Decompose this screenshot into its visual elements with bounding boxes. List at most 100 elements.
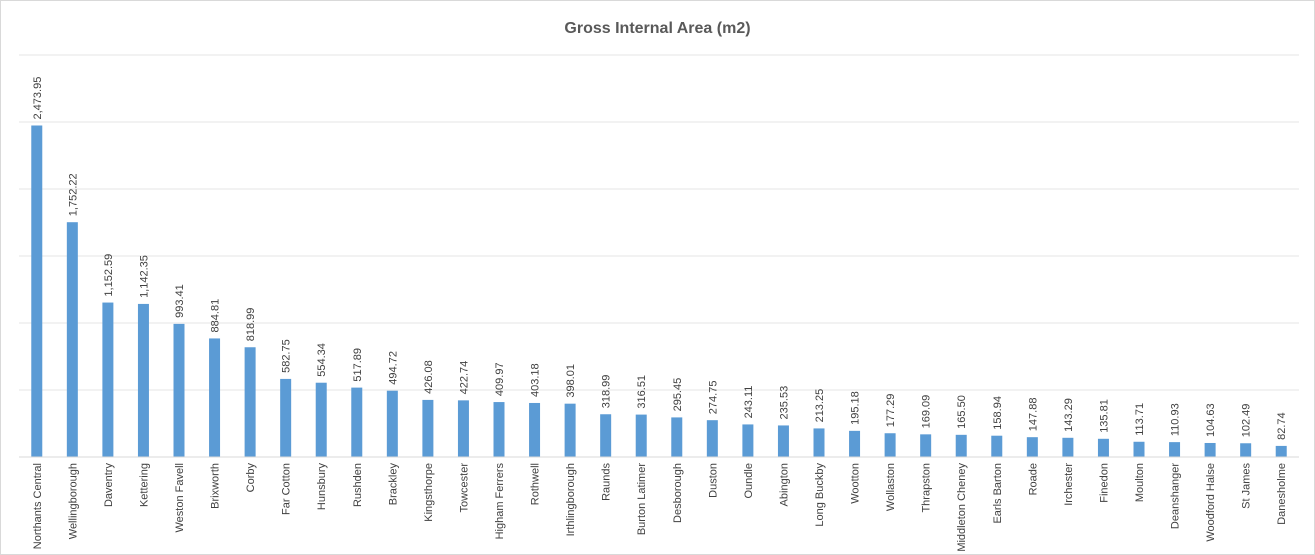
bar (493, 402, 505, 457)
category-label: Finedon (1098, 463, 1110, 503)
data-label: 177.29 (885, 394, 897, 428)
category-label: Brixworth (210, 463, 222, 509)
category-label: Oundle (743, 463, 755, 498)
data-label: 884.81 (210, 299, 222, 333)
data-label: 143.29 (1063, 398, 1075, 432)
data-label: 818.99 (245, 308, 257, 342)
category-label: Burton Latimer (636, 463, 648, 535)
data-label: 82.74 (1276, 412, 1288, 440)
bar (920, 434, 932, 457)
data-label: 235.53 (778, 386, 790, 420)
gridlines (19, 54, 1299, 391)
category-label: Rothwell (530, 463, 542, 505)
data-label: 169.09 (921, 395, 933, 429)
category-label: Weston Favell (174, 463, 186, 533)
bar (742, 424, 754, 457)
data-label: 102.49 (1241, 404, 1253, 438)
data-label: 316.51 (636, 375, 648, 409)
data-label: 1,152.59 (103, 254, 115, 297)
bar (31, 125, 43, 458)
bar (884, 433, 896, 457)
data-label: 110.93 (1170, 403, 1182, 436)
data-labels: 2,473.95 1,752.22 1,152.59 1,142.35 993.41 88… (32, 77, 1288, 440)
bar (991, 435, 1003, 457)
category-label: Desborough (672, 463, 684, 523)
bar (1169, 442, 1181, 457)
category-label: Kingsthorpe (423, 463, 435, 522)
data-label: 147.88 (1027, 398, 1039, 432)
category-label: Kettering (138, 463, 150, 507)
category-label: Roade (1027, 463, 1039, 495)
category-label: Thrapston (921, 463, 933, 513)
bar (1240, 443, 1252, 457)
bar (102, 302, 114, 457)
data-label: 582.75 (281, 339, 293, 373)
category-label: Towcester (458, 463, 470, 513)
data-label: 1,142.35 (138, 255, 150, 298)
bar (564, 403, 576, 457)
bar (777, 425, 789, 457)
category-label: Long Buckby (814, 463, 826, 527)
bar (600, 414, 612, 457)
bar (66, 222, 78, 457)
data-label: 295.45 (672, 378, 684, 412)
bar (244, 347, 256, 457)
bar (1026, 437, 1038, 457)
bar (706, 420, 718, 457)
data-label: 104.63 (1205, 403, 1217, 437)
category-label: Danesholme (1276, 463, 1288, 525)
category-label: Woodford Halse (1205, 463, 1217, 542)
bar (1097, 438, 1109, 457)
category-labels: Northants Central Wellingborough Daventry K… (32, 463, 1288, 552)
data-label: 243.11 (743, 386, 755, 419)
bar (422, 399, 434, 457)
category-label: St James (1241, 463, 1253, 509)
data-label: 426.08 (423, 360, 435, 394)
data-label: 318.99 (601, 375, 613, 409)
bar (1275, 445, 1287, 457)
data-label: 409.97 (494, 362, 506, 396)
bar (173, 323, 185, 457)
category-label: Corby (245, 463, 257, 493)
bar (529, 402, 541, 457)
bar (351, 387, 363, 457)
data-label: 213.25 (814, 389, 826, 423)
category-label: Daventry (103, 463, 115, 508)
data-label: 195.18 (850, 391, 862, 425)
bars (31, 125, 1287, 458)
category-label: Abington (778, 463, 790, 506)
category-label: Wollaston (885, 463, 897, 511)
category-label: Middleton Cheney (956, 463, 968, 552)
data-label: 1,752.22 (67, 173, 79, 216)
data-label: 403.18 (530, 363, 542, 397)
bar (1133, 441, 1145, 457)
bar (813, 428, 825, 457)
category-label: Irchester (1063, 463, 1075, 506)
category-label: Northants Central (32, 463, 44, 549)
bar (315, 382, 327, 457)
data-label: 494.72 (387, 351, 399, 385)
category-label: Irthlingborough (565, 463, 577, 536)
bar (1062, 437, 1074, 457)
data-label: 158.94 (992, 396, 1004, 430)
category-label: Wellingborough (67, 463, 79, 539)
data-label: 993.41 (174, 284, 186, 318)
category-label: Raunds (601, 463, 613, 501)
category-label: Earls Barton (992, 463, 1004, 524)
category-label: Brackley (387, 463, 399, 506)
category-label: Higham Ferrers (494, 463, 506, 540)
data-label: 398.01 (565, 364, 577, 398)
bar (671, 417, 683, 457)
data-label: 135.81 (1098, 399, 1110, 433)
category-label: Far Cotton (281, 463, 293, 515)
data-label: 554.34 (316, 343, 328, 377)
category-label: Moulton (1134, 463, 1146, 502)
category-label: Wootton (850, 463, 862, 504)
data-label: 2,473.95 (32, 77, 44, 120)
bar (209, 338, 221, 457)
data-label: 517.89 (352, 348, 364, 382)
data-label: 113.71 (1134, 403, 1146, 436)
category-label: Rushden (352, 463, 364, 507)
